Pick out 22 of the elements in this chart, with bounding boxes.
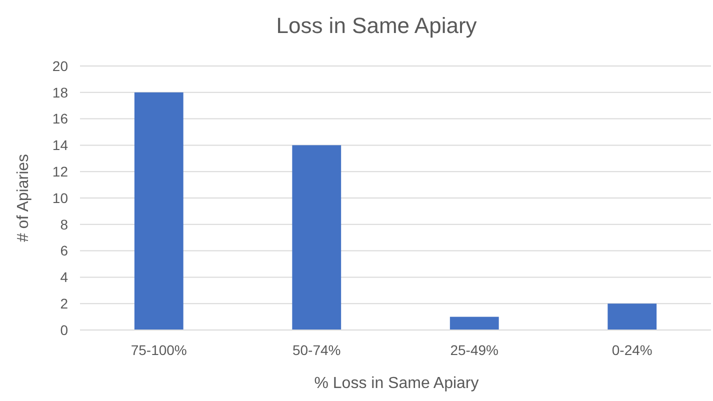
- y-tick-label: 20: [52, 58, 68, 74]
- y-tick-label: 16: [52, 110, 68, 127]
- y-tick-label: 12: [52, 164, 68, 180]
- y-tick-label: 6: [60, 242, 68, 259]
- y-tick-label: 4: [60, 269, 68, 286]
- bar: [450, 316, 499, 330]
- y-tick-label: 8: [60, 216, 68, 232]
- chart-title: Loss in Same Apiary: [276, 13, 477, 38]
- x-tick-label: 50-74%: [292, 342, 341, 358]
- x-tick-label: 25-49%: [450, 342, 499, 358]
- y-tick-label: 10: [52, 190, 68, 206]
- y-axis-title: # of Apiaries: [15, 154, 32, 242]
- y-tick-label: 0: [60, 322, 68, 338]
- y-tick-label: 14: [52, 137, 68, 154]
- bar: [292, 145, 342, 330]
- x-tick-label: 0-24%: [612, 342, 652, 358]
- x-tick-label: 75-100%: [130, 342, 187, 358]
- bar: [134, 92, 184, 330]
- x-axis-title: % Loss in Same Apiary: [314, 375, 479, 392]
- y-tick-label: 18: [52, 84, 68, 100]
- bar: [608, 304, 657, 330]
- y-tick-label: 2: [60, 296, 68, 312]
